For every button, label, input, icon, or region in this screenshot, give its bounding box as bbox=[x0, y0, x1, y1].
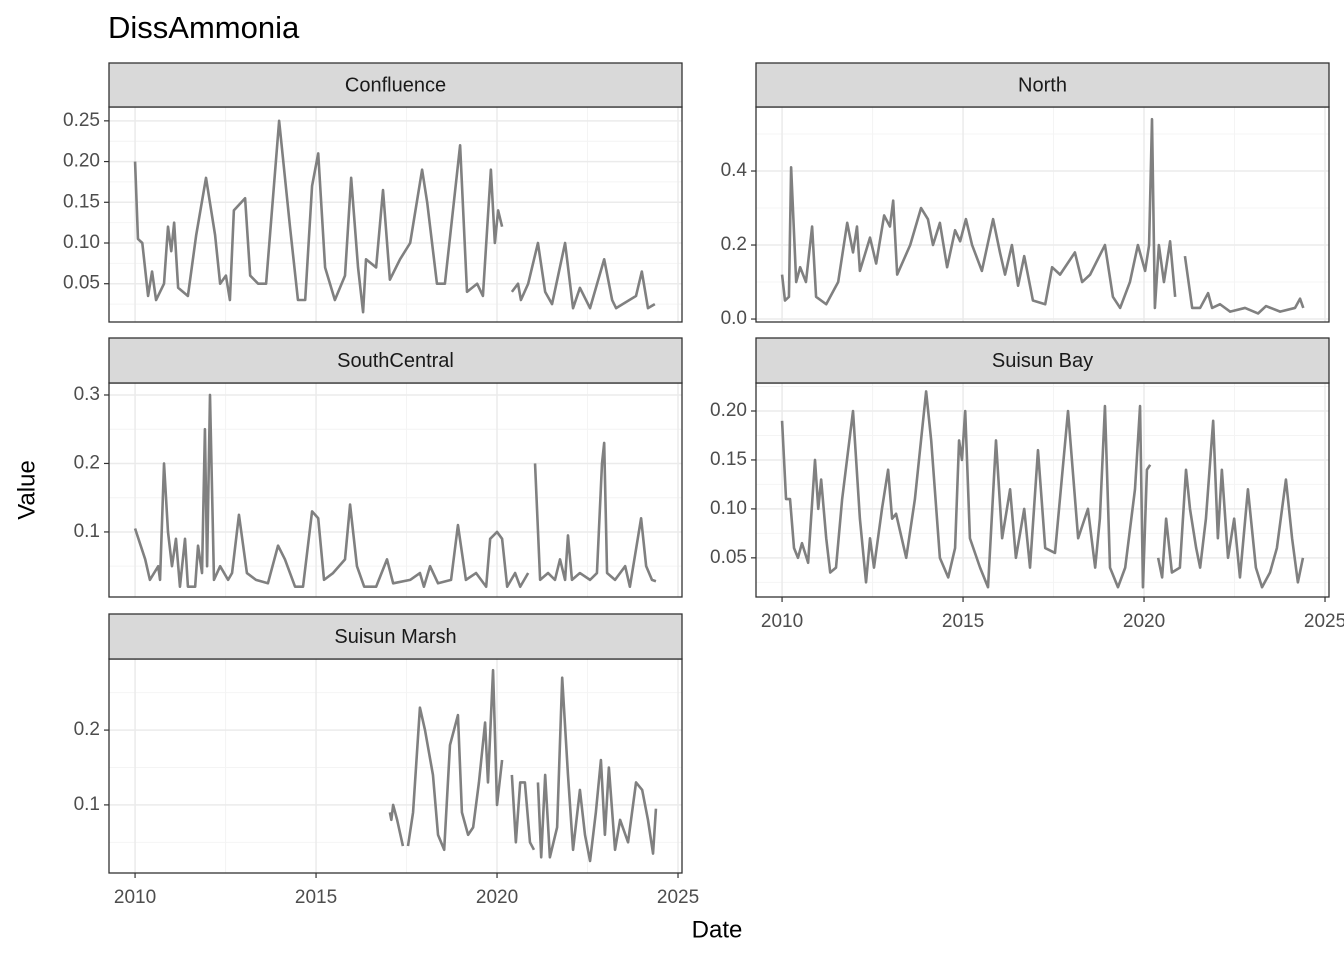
panel-background bbox=[756, 107, 1329, 322]
y-tick-label: 0.25 bbox=[63, 110, 100, 131]
strip-label: Confluence bbox=[345, 74, 446, 96]
panel-background bbox=[109, 107, 682, 322]
y-tick-label: 0.10 bbox=[710, 498, 747, 519]
x-tick-label: 2015 bbox=[295, 887, 337, 908]
y-tick-label: 0.1 bbox=[74, 794, 100, 815]
y-tick-label: 0.3 bbox=[74, 384, 100, 405]
x-tick-label: 2025 bbox=[657, 887, 699, 908]
x-tick-label: 2015 bbox=[942, 611, 984, 632]
strip-label: Suisun Marsh bbox=[334, 626, 456, 648]
strip bbox=[755, 337, 1330, 384]
y-tick-label: 0.05 bbox=[710, 547, 747, 568]
x-tick-label: 2010 bbox=[761, 611, 803, 632]
x-tick-label: 2025 bbox=[1304, 611, 1344, 632]
x-tick-label: 2010 bbox=[114, 887, 156, 908]
strip bbox=[108, 613, 683, 660]
strip-label: Suisun Bay bbox=[992, 350, 1093, 372]
y-tick-label: 0.4 bbox=[721, 160, 748, 181]
data-line bbox=[780, 117, 1305, 315]
data-line bbox=[133, 393, 657, 589]
data-line bbox=[133, 119, 656, 314]
strip-label: SouthCentral bbox=[337, 350, 454, 372]
y-tick-label: 0.0 bbox=[721, 308, 747, 329]
y-tick-label: 0.1 bbox=[74, 521, 100, 542]
panel-background bbox=[756, 383, 1329, 597]
y-tick-label: 0.05 bbox=[63, 273, 100, 294]
strip bbox=[108, 62, 683, 108]
y-axis-label: Value bbox=[13, 460, 40, 520]
x-tick-label: 2020 bbox=[476, 887, 518, 908]
x-axis-label: Date bbox=[692, 916, 743, 943]
y-tick-label: 0.15 bbox=[63, 191, 100, 212]
y-tick-label: 0.20 bbox=[63, 151, 100, 172]
y-tick-label: 0.2 bbox=[74, 452, 100, 473]
chart-title: DissAmmonia bbox=[108, 10, 300, 45]
y-tick-label: 0.10 bbox=[63, 232, 100, 253]
y-tick-label: 0.2 bbox=[721, 234, 747, 255]
data-line bbox=[780, 390, 1305, 589]
y-tick-label: 0.15 bbox=[710, 449, 747, 470]
strip bbox=[108, 337, 683, 384]
data-line bbox=[388, 668, 658, 863]
strip-label: North bbox=[1018, 74, 1067, 96]
y-tick-label: 0.2 bbox=[74, 719, 100, 740]
panel-background bbox=[109, 659, 682, 873]
x-tick-label: 2020 bbox=[1123, 611, 1165, 632]
strip bbox=[755, 62, 1330, 108]
y-tick-label: 0.20 bbox=[710, 400, 747, 421]
